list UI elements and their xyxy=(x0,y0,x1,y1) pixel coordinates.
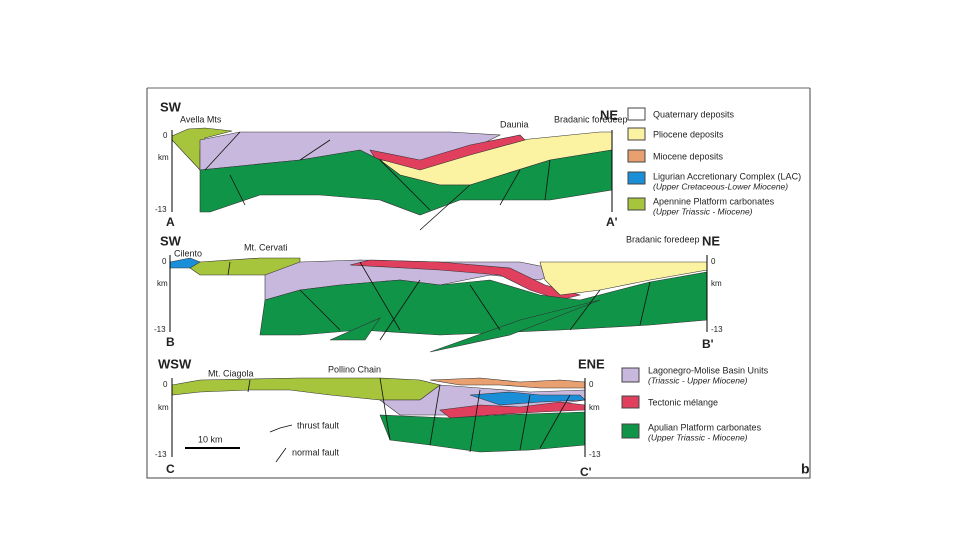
axis-label: -13 xyxy=(589,450,601,459)
axis-label: km xyxy=(157,279,168,288)
section-end: A xyxy=(166,215,175,229)
axis-label: 0 xyxy=(162,257,167,266)
axis-label: -13 xyxy=(155,205,167,214)
place: Avella Mts xyxy=(180,114,222,124)
swatch xyxy=(627,197,646,211)
place: Daunia xyxy=(500,119,529,129)
section-b: SW NE Cilento Mt. Cervati Bradanic fored… xyxy=(154,233,723,353)
frame xyxy=(146,88,811,479)
axis-label: 0 xyxy=(163,380,168,389)
section-end: B' xyxy=(702,337,714,351)
axis-label: 0 xyxy=(589,380,594,389)
legend-label: Apennine Platform carbonates xyxy=(653,196,775,206)
legend-label: Tectonic mélange xyxy=(648,397,718,407)
legend-sublabel: (Triassic - Upper Miocene) xyxy=(648,375,748,385)
unit-apennine xyxy=(171,377,441,401)
legend-sublabel: (Upper Triassic - Miocene) xyxy=(653,206,753,216)
thrust-symbol xyxy=(269,424,293,433)
legend-sublabel: (Upper Cretaceous-Lower Miocene) xyxy=(653,181,788,191)
legend-label: Quaternary deposits xyxy=(653,109,735,119)
fault-label: normal fault xyxy=(292,447,340,457)
axis-label: 0 xyxy=(711,257,716,266)
fault-label: thrust fault xyxy=(297,420,340,430)
axis-label: km xyxy=(589,403,600,412)
direction: ENE xyxy=(578,356,605,371)
unit-apulian xyxy=(259,271,708,336)
legend: Quaternary deposits Pliocene deposits Mi… xyxy=(627,107,801,216)
section-a: SW NE Avella Mts Daunia Bradanic foredee… xyxy=(155,99,628,231)
place: Cilento xyxy=(174,248,202,258)
swatch xyxy=(627,107,646,121)
swatch xyxy=(627,127,646,141)
legend-label: Apulian Platform carbonates xyxy=(648,422,762,432)
unit-melange xyxy=(349,259,582,301)
unit-apennine xyxy=(171,127,233,171)
direction: NE xyxy=(600,107,618,122)
axis-label: -13 xyxy=(154,325,166,334)
normal-symbol xyxy=(275,447,287,463)
swatch xyxy=(627,149,646,163)
section-end: B xyxy=(166,335,175,349)
panel-label: b xyxy=(801,461,810,477)
place: Mt. Cervati xyxy=(244,242,288,252)
unit-apulian xyxy=(379,411,586,453)
unit-apulian xyxy=(429,299,601,353)
faults xyxy=(204,131,551,231)
scale-label: 10 km xyxy=(198,434,223,444)
axis-label: km xyxy=(158,403,169,412)
legend-label: Ligurian Accretionary Complex (LAC) xyxy=(653,171,801,181)
section-end: C' xyxy=(580,465,592,479)
legend-label: Miocene deposits xyxy=(653,151,724,161)
section-c: WSW ENE Mt. Ciagola Pollino Chain 0 km -… xyxy=(155,356,605,479)
legend-label: Pliocene deposits xyxy=(653,129,724,139)
place: Pollino Chain xyxy=(328,364,381,374)
direction: NE xyxy=(702,233,720,248)
legend: Lagonegro-Molise Basin Units (Triassic -… xyxy=(621,365,769,442)
swatch xyxy=(621,367,640,383)
axis-label: 0 xyxy=(163,131,168,140)
direction: SW xyxy=(160,233,182,248)
swatch xyxy=(627,171,646,185)
place: Bradanic foredeep xyxy=(554,114,628,124)
direction: WSW xyxy=(158,356,192,371)
faults xyxy=(227,261,651,341)
unit-apulian xyxy=(329,317,381,341)
section-end: A' xyxy=(606,215,618,229)
place: Bradanic foredeep xyxy=(626,234,700,244)
section-end: C xyxy=(166,462,175,476)
axis-label: -13 xyxy=(711,325,723,334)
swatch xyxy=(621,395,640,409)
direction: SW xyxy=(160,99,182,114)
place: Mt. Ciagola xyxy=(208,368,254,378)
swatch xyxy=(621,423,640,439)
faults xyxy=(247,377,571,453)
legend-sublabel: (Upper Triassic - Miocene) xyxy=(648,432,748,442)
axis-label: km xyxy=(711,279,722,288)
unit-ligurian xyxy=(469,391,586,406)
legend-label: Lagonegro-Molise Basin Units xyxy=(648,365,769,375)
axis-label: -13 xyxy=(155,450,167,459)
unit-pliocene xyxy=(539,261,708,296)
axis-label: km xyxy=(158,153,169,162)
unit-melange xyxy=(369,134,526,171)
